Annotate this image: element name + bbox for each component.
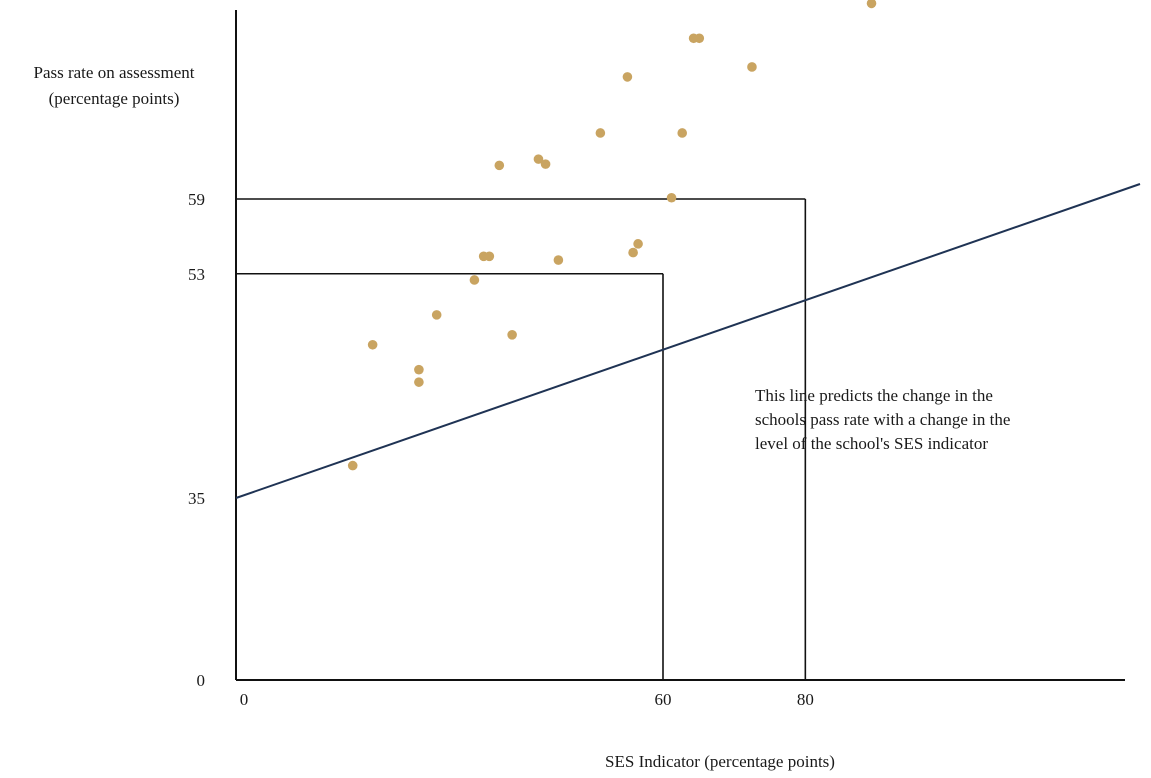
data-point (694, 33, 705, 44)
tick-labels: 0 60 80 0 35 53 59 (188, 190, 814, 709)
data-point (469, 275, 480, 285)
data-point (484, 251, 495, 262)
annotation-line-1: This line predicts the change in the (755, 386, 993, 405)
x-tick-label: 80 (797, 690, 814, 709)
regression-line (235, 183, 1141, 499)
data-point (347, 460, 358, 471)
data-point (494, 160, 505, 171)
data-point (553, 255, 564, 265)
x-tick-label: 60 (655, 690, 672, 709)
data-point (628, 247, 638, 258)
data-point (414, 377, 424, 387)
data-point (595, 128, 606, 138)
y-axis-title-line-2: (percentage points) (48, 89, 180, 108)
data-point (666, 192, 677, 203)
data-point (431, 310, 442, 320)
regression-line-group (235, 183, 1141, 499)
data-points (347, 0, 877, 471)
data-point (367, 339, 378, 350)
data-point (622, 72, 633, 82)
data-point (677, 128, 688, 138)
data-point (414, 364, 424, 375)
annotation-line-2: schools pass rate with a change in the (755, 410, 1011, 429)
reference-lines (236, 198, 807, 680)
y-tick-label: 59 (188, 190, 205, 209)
data-point (747, 62, 757, 72)
data-point (507, 329, 517, 340)
data-point (533, 154, 544, 164)
x-axis-title: SES Indicator (percentage points) (605, 752, 835, 771)
y-tick-label: 0 (197, 671, 206, 690)
data-point (540, 159, 551, 169)
data-point (633, 239, 643, 249)
axes (235, 10, 1125, 681)
y-axis-title: Pass rate on assessment (percentage poin… (0, 60, 228, 112)
y-axis-title-line-1: Pass rate on assessment (33, 63, 195, 82)
regression-annotation: This line predicts the change in the sch… (755, 384, 1095, 456)
annotation-line-3: level of the school's SES indicator (755, 434, 988, 453)
y-tick-label: 53 (188, 265, 205, 284)
y-tick-label: 35 (188, 489, 205, 508)
data-point (866, 0, 877, 9)
x-tick-label: 0 (240, 690, 249, 709)
